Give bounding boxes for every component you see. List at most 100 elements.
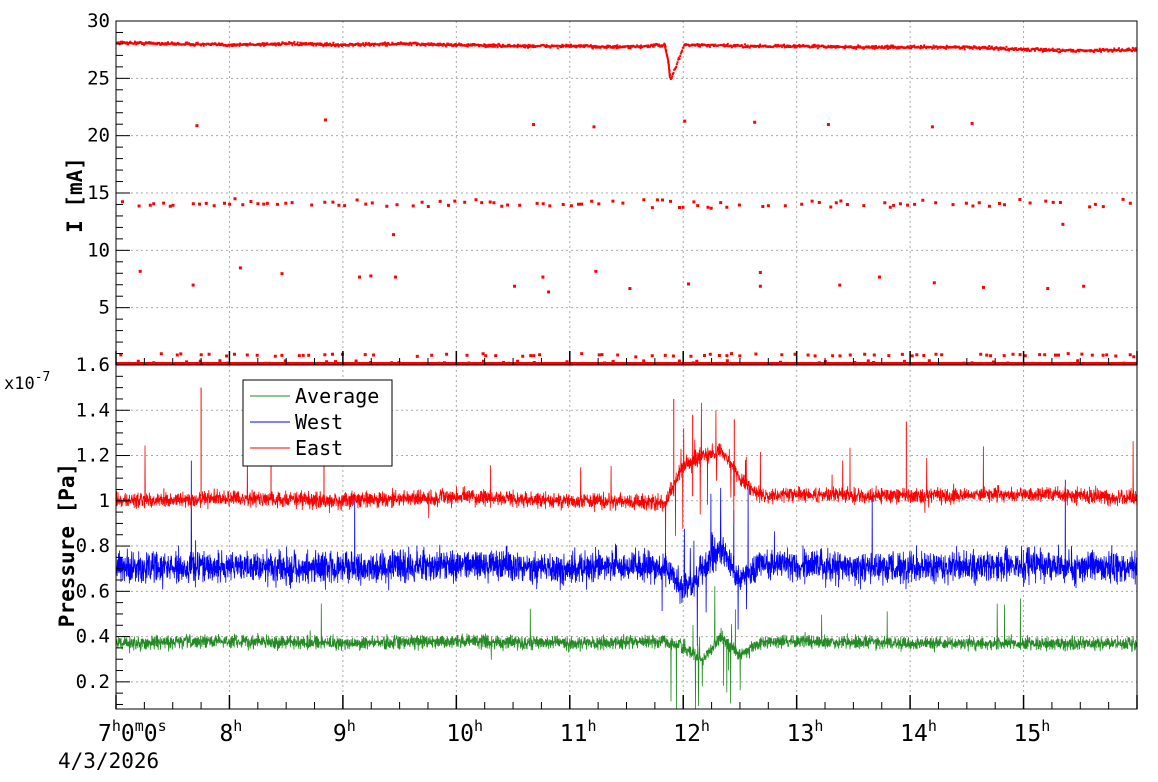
pressure-series-east: [116, 402, 1137, 554]
time-tick-label: 7h0m0s: [98, 717, 167, 747]
exponent-base: x10: [4, 374, 35, 394]
time-axis-ticks: 7h0m0s 8h 9h 10h 11h 12h 13h 14h 15h: [98, 351, 1138, 747]
current-isolated-point: [970, 121, 974, 125]
current-isolated-point: [981, 285, 985, 289]
current-isolated-point: [195, 124, 199, 128]
time-tick-label: 10h: [446, 717, 483, 747]
time-axis-date: 4/3/2026: [58, 749, 159, 773]
time-tick-value: 0: [144, 721, 158, 747]
time-tick-label: 12h: [673, 717, 710, 747]
time-tick-label: 11h: [560, 717, 597, 747]
time-tick-label: 9h: [333, 717, 356, 747]
pressure-tick-label: 0.4: [76, 626, 110, 648]
current-isolated-point: [592, 125, 596, 129]
time-tick-unit: m: [135, 717, 144, 735]
current-isolated-point: [877, 275, 881, 279]
current-grid: [116, 21, 1137, 365]
time-tick-value: 12: [673, 721, 701, 747]
pressure-tick-label: 0.8: [76, 535, 110, 557]
time-tick-label: 8h: [219, 717, 242, 747]
time-tick-unit: h: [587, 717, 596, 735]
time-tick-value: 14: [900, 721, 928, 747]
legend-label-east: East: [295, 436, 343, 460]
time-tick-unit: h: [233, 717, 242, 735]
pressure-panel: 0.2 0.4 0.6 0.8 1 1.2 1.4 1.6 Pressure [Pa] x10…: [4, 354, 1138, 710]
time-tick-unit: h: [474, 717, 483, 735]
current-isolated-point: [628, 287, 632, 291]
pressure-tick-label: 1.2: [76, 445, 110, 467]
time-tick-value: 8: [219, 721, 233, 747]
current-axis-title: I [mA]: [63, 157, 87, 233]
current-y-ticks: 5 10 15 20 25 30: [87, 10, 130, 366]
current-isolated-point: [280, 272, 284, 276]
time-tick-value: 11: [560, 721, 588, 747]
time-tick-value: 9: [333, 721, 347, 747]
time-tick-unit: h: [814, 717, 823, 735]
current-isolated-point: [369, 274, 373, 278]
current-isolated-point: [1061, 222, 1065, 226]
current-tick-label: 25: [87, 67, 110, 89]
pressure-series-west: [116, 460, 1137, 646]
current-tick-label: 15: [87, 182, 110, 204]
current-isolated-point: [838, 283, 842, 287]
pressure-axis-title: Pressure [Pa]: [55, 463, 79, 627]
pressure-tick-label: 1.4: [76, 399, 110, 421]
current-isolated-point: [758, 270, 762, 274]
time-tick-value: 15: [1014, 721, 1042, 747]
current-isolated-point: [358, 275, 362, 279]
pressure-legend: Average West East: [242, 379, 393, 467]
time-tick-unit: h: [701, 717, 710, 735]
current-isolated-point: [932, 281, 936, 285]
current-isolated-point: [930, 125, 934, 129]
exponent-power: -7: [35, 370, 51, 385]
current-isolated-point: [191, 283, 195, 287]
time-tick-unit: h: [112, 717, 121, 735]
current-isolated-point: [138, 269, 142, 273]
current-isolated-point: [238, 266, 242, 270]
current-isolated-point: [594, 269, 598, 273]
current-tick-label: 5: [99, 297, 110, 319]
time-tick-value: 13: [787, 721, 815, 747]
current-isolated-point: [683, 119, 687, 123]
current-tick-label: 10: [87, 239, 110, 261]
legend-label-west: West: [295, 410, 343, 434]
current-isolated-point: [753, 120, 757, 124]
current-drop: [663, 43, 671, 79]
current-main-band: [116, 40, 1137, 80]
pressure-tick-label: 0.6: [76, 580, 110, 602]
current-isolated-point: [393, 275, 397, 279]
pressure-y-ticks: 0.2 0.4 0.6 0.8 1 1.2 1.4 1.6: [76, 354, 130, 705]
current-isolated-point: [826, 123, 830, 127]
current-isolated-point: [547, 290, 551, 294]
time-tick-value: 0: [121, 721, 135, 747]
current-isolated-point: [758, 284, 762, 288]
pressure-tick-label: 1.6: [76, 354, 110, 376]
current-isolated-point: [1082, 284, 1086, 288]
current-isolated-point: [513, 284, 517, 288]
current-isolated-point: [687, 282, 691, 286]
time-tick-unit: s: [158, 717, 167, 735]
time-tick-label: 13h: [787, 717, 824, 747]
current-isolated-point: [1046, 287, 1050, 291]
time-tick-unit: h: [928, 717, 937, 735]
pressure-series-average: [116, 586, 1137, 709]
time-tick-value: 7: [98, 721, 112, 747]
current-isolated-point: [392, 233, 396, 237]
current-tick-label: 20: [87, 125, 110, 147]
current-tick-label: 30: [87, 10, 110, 32]
legend-box: [242, 379, 393, 467]
time-tick-unit: h: [347, 717, 356, 735]
pressure-tick-label: 1: [99, 490, 110, 512]
time-tick-value: 10: [446, 721, 474, 747]
time-tick-label: 15h: [1014, 717, 1051, 747]
current-isolated-point: [323, 118, 327, 122]
pressure-tick-label: 0.2: [76, 671, 110, 693]
legend-label-average: Average: [295, 384, 379, 408]
time-tick-label: 14h: [900, 717, 937, 747]
current-isolated-point: [541, 275, 545, 279]
current-isolated-point: [531, 123, 535, 127]
time-tick-unit: h: [1041, 717, 1050, 735]
pressure-exponent-label: x10-7: [4, 370, 50, 394]
